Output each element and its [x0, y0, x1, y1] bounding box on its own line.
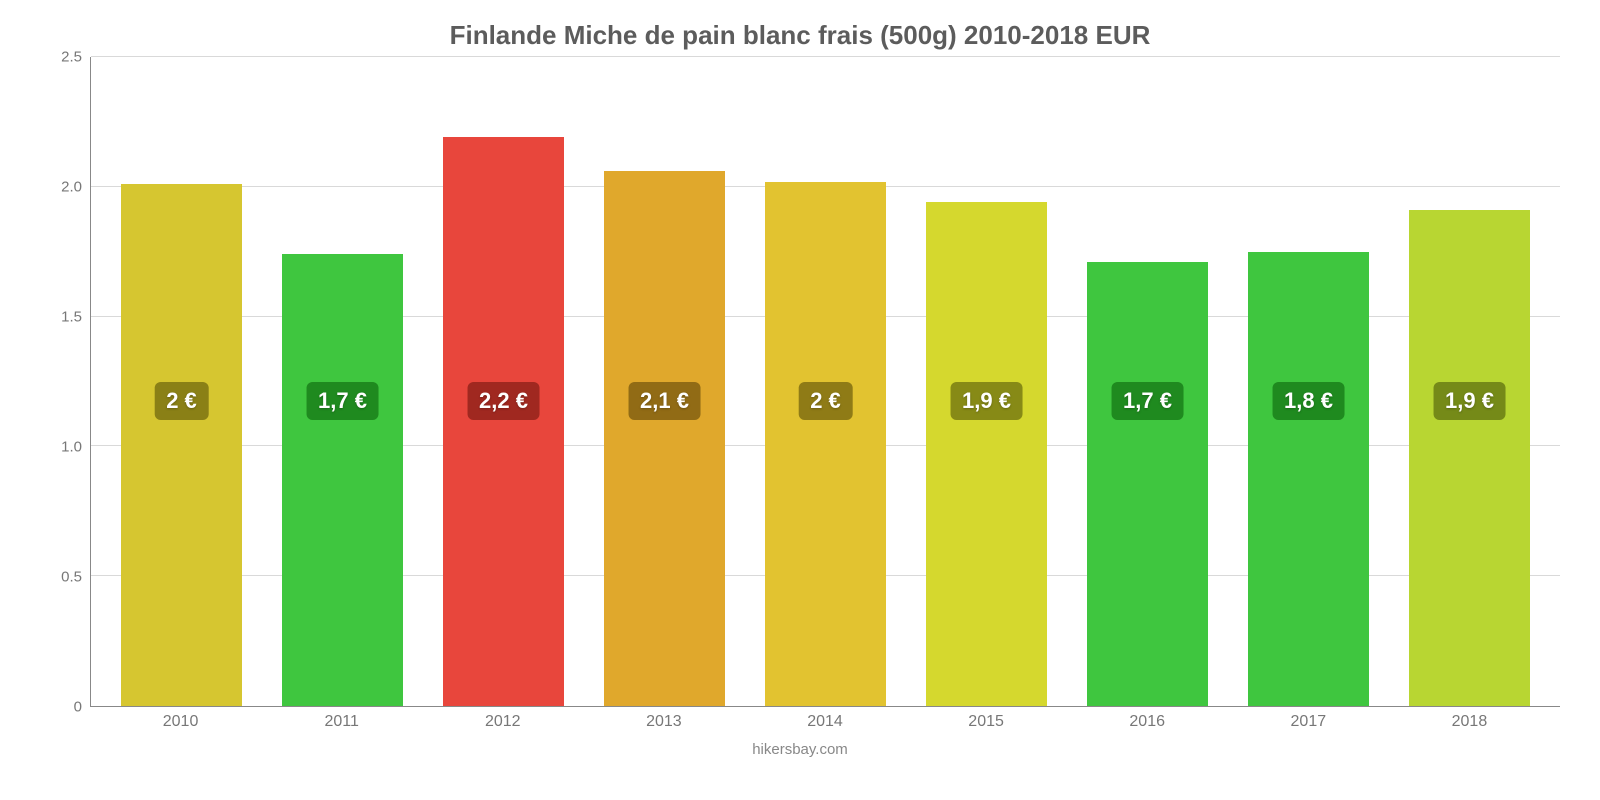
bar [1087, 262, 1208, 706]
bar [121, 184, 242, 706]
bar [1409, 210, 1530, 706]
bar-value-label: 2,1 € [628, 382, 701, 420]
chart-container: Finlande Miche de pain blanc frais (500g… [0, 0, 1600, 800]
y-tick-label: 0.5 [61, 569, 82, 586]
bars-group: 2 € 1,7 € 2,2 € 2,1 € 2 € 1,9 € 1,7 € 1,8 € 1,9 … [91, 57, 1560, 706]
y-tick-label: 2.0 [61, 179, 82, 196]
bar-value-label: 2 € [154, 382, 209, 420]
bar [926, 202, 1047, 706]
bar-value-label: 1,7 € [1111, 382, 1184, 420]
bar-slot: 2 € [745, 57, 906, 706]
y-axis: 00.51.01.52.02.5 [40, 57, 90, 707]
plot-area: 00.51.01.52.02.5 2 €1,7 €2,2 €2,1 €2 €1,… [40, 57, 1560, 737]
x-tick-label: 2012 [422, 707, 583, 737]
x-tick-label: 2017 [1228, 707, 1389, 737]
grid-area: 2 € 1,7 € 2,2 € 2,1 € 2 € 1,9 € 1,7 € 1,8 € 1,9 … [90, 57, 1560, 707]
bar [1248, 252, 1369, 706]
y-tick-label: 1.0 [61, 439, 82, 456]
bar-value-label: 1,9 € [1433, 382, 1506, 420]
bar [604, 171, 725, 706]
bar-slot: 1,9 € [1389, 57, 1550, 706]
bar-slot: 1,7 € [262, 57, 423, 706]
x-tick-label: 2013 [583, 707, 744, 737]
source-label: hikersbay.com [40, 741, 1560, 758]
bar-slot: 1,7 € [1067, 57, 1228, 706]
x-tick-label: 2018 [1389, 707, 1550, 737]
bar-value-label: 2,2 € [467, 382, 540, 420]
x-tick-label: 2011 [261, 707, 422, 737]
y-tick-label: 2.5 [61, 49, 82, 66]
bar [443, 137, 564, 706]
x-tick-label: 2014 [744, 707, 905, 737]
bar [765, 182, 886, 706]
bar-slot: 2 € [101, 57, 262, 706]
bar-slot: 1,8 € [1228, 57, 1389, 706]
x-tick-label: 2010 [100, 707, 261, 737]
x-tick-label: 2016 [1067, 707, 1228, 737]
bar-slot: 2,2 € [423, 57, 584, 706]
y-tick-label: 0 [74, 699, 82, 716]
x-axis: 201020112012201320142015201620172018 [90, 707, 1560, 737]
x-tick-label: 2015 [906, 707, 1067, 737]
bar-value-label: 2 € [798, 382, 853, 420]
y-tick-label: 1.5 [61, 309, 82, 326]
bar-slot: 2,1 € [584, 57, 745, 706]
chart-title: Finlande Miche de pain blanc frais (500g… [40, 20, 1560, 51]
bar-slot: 1,9 € [906, 57, 1067, 706]
bar-value-label: 1,8 € [1272, 382, 1345, 420]
bar-value-label: 1,7 € [306, 382, 379, 420]
bar [282, 254, 403, 706]
bar-value-label: 1,9 € [950, 382, 1023, 420]
